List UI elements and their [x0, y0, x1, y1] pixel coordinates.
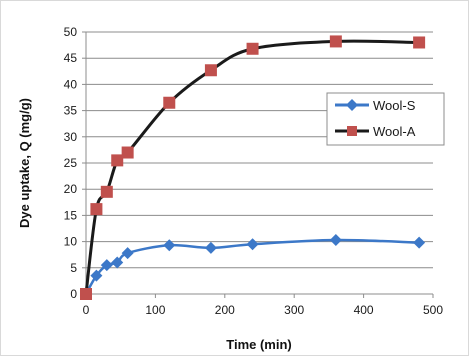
- y-tick-label: 30: [64, 130, 78, 144]
- data-point-wool-a: [80, 288, 92, 300]
- data-point-wool-a: [90, 203, 103, 216]
- data-point-wool-a: [329, 35, 342, 48]
- data-point-wool-s: [163, 239, 176, 252]
- series-line-wool-s: [84, 238, 420, 295]
- y-tick-label: 50: [64, 25, 78, 39]
- y-tick-label: 40: [64, 77, 78, 91]
- data-point-wool-s: [100, 259, 113, 272]
- y-tick-labels: 0 5 10 15 20 25 30 35 40 45 50: [64, 25, 86, 301]
- y-tick-label: 0: [70, 287, 77, 301]
- y-tick-label: 20: [64, 182, 78, 196]
- data-point-wool-s: [329, 234, 342, 247]
- y-tick-label: 45: [64, 51, 78, 65]
- legend: Wool-S Wool-A: [326, 92, 445, 146]
- x-tick-label: 300: [284, 303, 304, 317]
- data-point-wool-a: [204, 64, 217, 77]
- x-axis-title: Time (min): [226, 337, 292, 352]
- y-tick-label: 10: [64, 235, 78, 249]
- data-point-wool-s: [90, 269, 103, 282]
- legend-box: [326, 92, 445, 146]
- x-tick-label: 400: [354, 303, 374, 317]
- data-point-wool-s: [111, 256, 124, 269]
- data-point-wool-s: [246, 238, 259, 251]
- y-tick-label: 35: [64, 104, 78, 118]
- data-point-wool-s: [413, 236, 426, 249]
- gridlines: [86, 31, 433, 269]
- y-tick-label: 15: [64, 208, 78, 222]
- data-point-wool-s: [121, 247, 134, 260]
- y-tick-label: 25: [64, 156, 78, 170]
- legend-label-wool-s: Wool-S: [373, 98, 416, 113]
- data-point-wool-a: [100, 185, 113, 198]
- data-point-wool-a: [121, 146, 134, 159]
- x-tick-labels: 0 100 200 300 400 500: [83, 294, 443, 317]
- data-point-wool-a: [163, 96, 176, 109]
- data-point-wool-a: [246, 42, 259, 55]
- data-point-wool-a: [111, 154, 124, 167]
- y-tick-label: 5: [70, 261, 77, 275]
- legend-diamond-marker: [346, 99, 358, 111]
- y-axis-title: Dye uptake, Q (mg/g): [17, 98, 32, 228]
- legend-label-wool-a: Wool-A: [373, 124, 416, 139]
- legend-square-marker: [347, 126, 357, 136]
- x-tick-label: 0: [83, 303, 90, 317]
- x-tick-label: 100: [145, 303, 165, 317]
- data-point-wool-s: [204, 241, 217, 254]
- x-tick-label: 200: [215, 303, 235, 317]
- series-line-wool-a: [84, 39, 420, 295]
- data-point-wool-a: [413, 36, 426, 49]
- series-layer: [80, 35, 426, 300]
- x-tick-label: 500: [423, 303, 443, 317]
